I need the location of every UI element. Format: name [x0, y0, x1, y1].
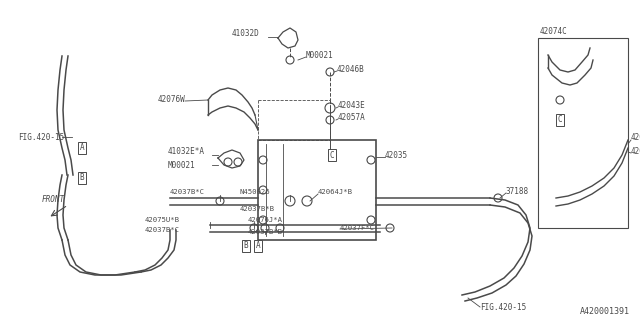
Text: C: C [330, 150, 334, 159]
Text: A420001391: A420001391 [580, 308, 630, 316]
Text: 42075U*B: 42075U*B [145, 217, 180, 223]
Text: 41032D: 41032D [232, 29, 260, 38]
Text: 42064J*B: 42064J*B [318, 189, 353, 195]
Text: B: B [244, 242, 248, 251]
Text: FRONT: FRONT [42, 196, 65, 204]
Text: M00021: M00021 [168, 161, 196, 170]
Text: A: A [80, 143, 84, 153]
Text: 42057A: 42057A [338, 114, 365, 123]
Text: 41032E*A: 41032E*A [168, 148, 205, 156]
Text: 42076J*A: 42076J*A [248, 217, 283, 223]
Text: 42037*B: 42037*B [631, 148, 640, 156]
Text: 42037*A: 42037*A [631, 133, 640, 142]
Text: 42074C: 42074C [540, 28, 568, 36]
Text: C: C [557, 116, 563, 124]
Text: FIG.420-15: FIG.420-15 [18, 132, 64, 141]
Text: A: A [256, 242, 260, 251]
Text: 42037B*B: 42037B*B [240, 206, 275, 212]
Text: 42037B*B: 42037B*B [248, 229, 283, 235]
Text: 42046B: 42046B [337, 66, 365, 75]
Text: 42037B*C: 42037B*C [170, 189, 205, 195]
Text: 42043E: 42043E [338, 101, 365, 110]
Text: 42037F*C: 42037F*C [340, 225, 375, 231]
Text: M00021: M00021 [306, 51, 333, 60]
Text: 42035: 42035 [385, 150, 408, 159]
Text: 42037B*C: 42037B*C [145, 227, 180, 233]
Text: FIG.420-15: FIG.420-15 [480, 303, 526, 313]
Text: 42076W: 42076W [157, 95, 185, 105]
Bar [538, 38, 628, 228]
Bar [258, 140, 376, 240]
Text: B: B [80, 173, 84, 182]
Text: N450026: N450026 [240, 189, 271, 195]
Text: 37188: 37188 [506, 188, 529, 196]
